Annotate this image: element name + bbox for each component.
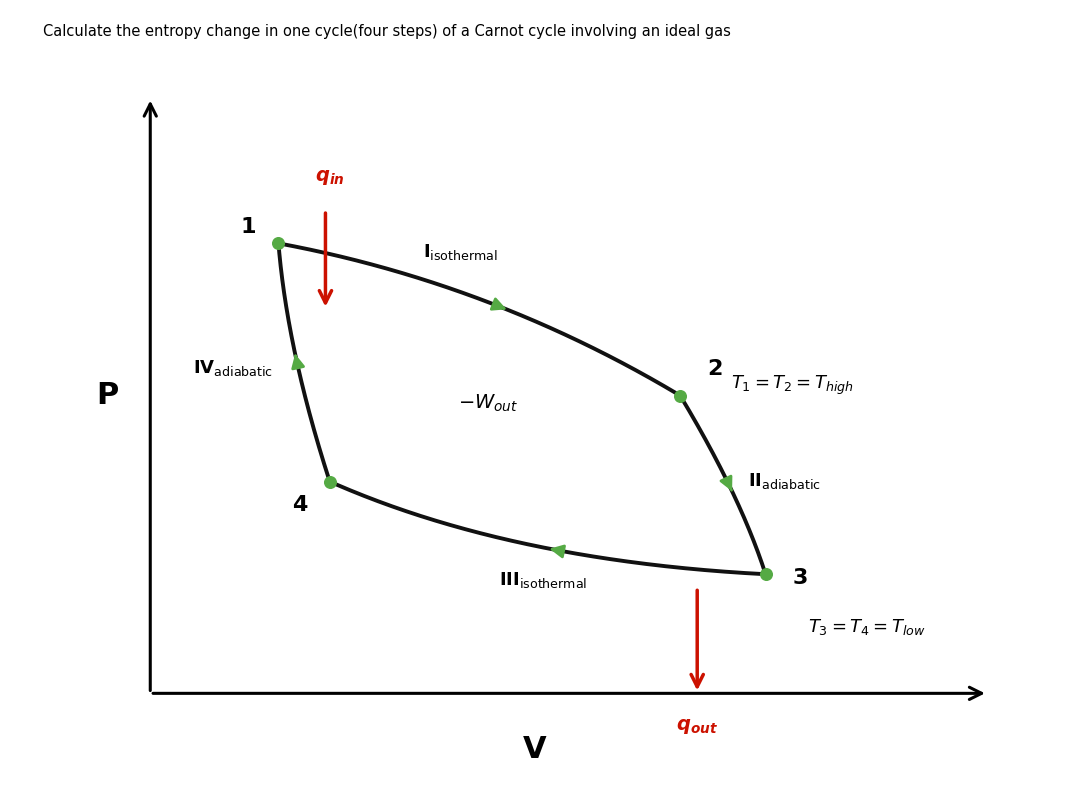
Text: $\bf{II}$$_{\rm adiabatic}$: $\bf{II}$$_{\rm adiabatic}$	[748, 470, 821, 490]
Point	[757, 568, 774, 581]
Text: V: V	[523, 735, 546, 764]
Text: $\bf{I}$$_{\rm isothermal}$: $\bf{I}$$_{\rm isothermal}$	[423, 242, 498, 262]
Text: $-W_{out}$: $-W_{out}$	[458, 393, 518, 415]
Text: $T_1=T_2=T_{high}$: $T_1=T_2=T_{high}$	[731, 374, 854, 398]
Text: 2: 2	[707, 359, 723, 379]
Point	[270, 237, 287, 250]
Text: $\bf{III}$$_{\rm isothermal}$: $\bf{III}$$_{\rm isothermal}$	[499, 570, 586, 591]
Text: $\bfit{q}_{out}$: $\bfit{q}_{out}$	[676, 717, 718, 735]
Text: Calculate the entropy change in one cycle(four steps) of a Carnot cycle involvin: Calculate the entropy change in one cycl…	[43, 24, 731, 40]
Text: $T_3=T_4=T_{low}$: $T_3=T_4=T_{low}$	[808, 617, 926, 638]
Text: 4: 4	[292, 494, 308, 515]
Point	[672, 389, 689, 402]
Text: P: P	[96, 381, 119, 410]
Point	[321, 475, 338, 488]
Text: $\bf{IV}$$_{\rm adiabatic}$: $\bf{IV}$$_{\rm adiabatic}$	[192, 358, 272, 378]
Text: 3: 3	[793, 567, 808, 587]
Text: $\bfit{q}_{in}$: $\bfit{q}_{in}$	[315, 168, 345, 187]
Text: 1: 1	[241, 217, 256, 237]
